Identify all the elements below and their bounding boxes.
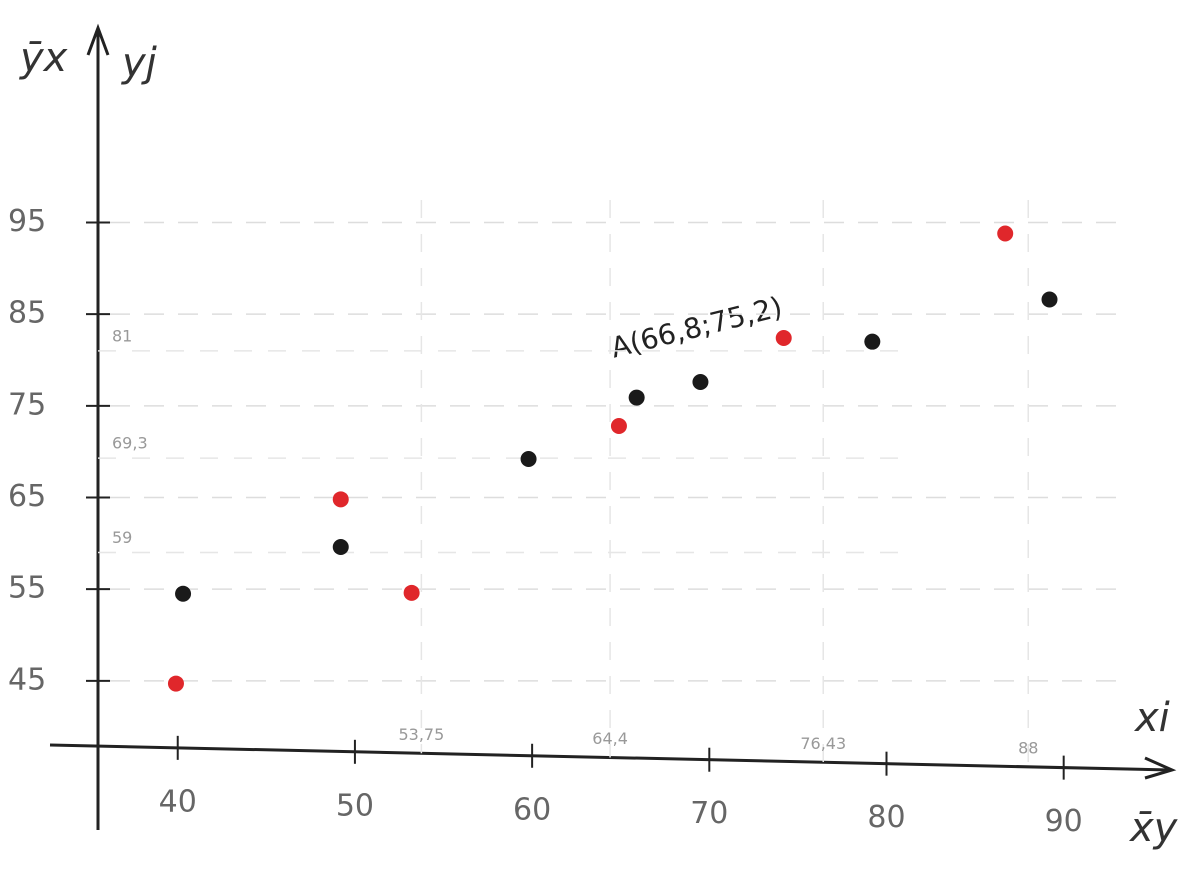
y-axis-label: ȳx [19, 35, 68, 81]
point [997, 226, 1013, 242]
y-tick-label: 95 [8, 204, 46, 239]
x-mark-label: 88 [1018, 738, 1038, 757]
point [629, 390, 645, 406]
point [521, 451, 537, 467]
point [175, 586, 191, 602]
point [333, 491, 349, 507]
y-tick-label: 55 [8, 571, 46, 606]
y-axis-label: yj [121, 40, 158, 86]
x-tick-label: 70 [690, 796, 728, 831]
y-tick-label: 45 [8, 662, 46, 697]
y-mark-label: 69,3 [112, 434, 148, 453]
x-tick-label: 80 [867, 800, 905, 835]
x-tick-label: 60 [513, 792, 551, 827]
y-mark-label: 81 [112, 326, 132, 345]
chart: ȳx yj xi x̄y A(66,8;75,2) 45 55 65 75 85 95 40… [0, 0, 1187, 872]
y-mark-label: 59 [112, 528, 132, 547]
x-arrow [1145, 758, 1172, 778]
y-tick-label: 65 [8, 479, 46, 514]
point [776, 330, 792, 346]
y-tick-label: 75 [8, 387, 46, 422]
y-tick-label: 85 [8, 296, 46, 331]
annotation: A(66,8;75,2) [608, 290, 786, 364]
x-mark-label: 53,75 [398, 725, 444, 744]
x-mark-label: 76,43 [800, 734, 846, 753]
point [168, 676, 184, 692]
x-axis-label: xi [1133, 695, 1170, 741]
point [611, 418, 627, 434]
point [864, 334, 880, 350]
point [333, 539, 349, 555]
point [1042, 292, 1058, 308]
x-tick-label: 50 [336, 788, 374, 823]
x-tick-label: 90 [1045, 804, 1083, 839]
x-tick-label: 40 [159, 784, 197, 819]
x-mark-label: 64,4 [592, 729, 628, 748]
point [404, 585, 420, 601]
point [692, 374, 708, 390]
x-axis-label: x̄y [1128, 805, 1179, 851]
